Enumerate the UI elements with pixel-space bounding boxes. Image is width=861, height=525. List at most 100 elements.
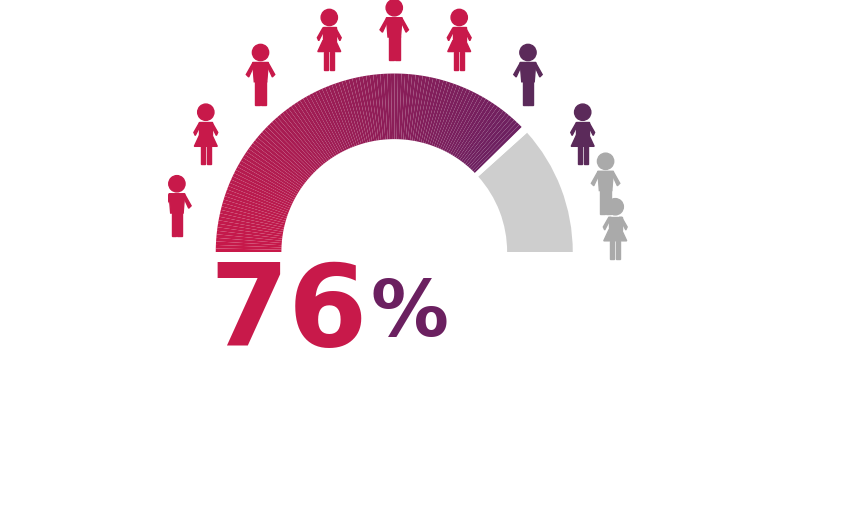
- Wedge shape: [440, 89, 469, 150]
- Wedge shape: [342, 80, 362, 144]
- Wedge shape: [451, 99, 488, 156]
- Wedge shape: [222, 200, 286, 221]
- Text: 76: 76: [209, 259, 368, 370]
- Wedge shape: [218, 220, 283, 234]
- Wedge shape: [232, 173, 293, 204]
- Wedge shape: [271, 120, 319, 170]
- Wedge shape: [282, 110, 325, 164]
- Wedge shape: [459, 107, 500, 161]
- Wedge shape: [427, 81, 449, 145]
- Wedge shape: [269, 122, 317, 171]
- Wedge shape: [446, 93, 479, 153]
- Wedge shape: [297, 100, 334, 158]
- Wedge shape: [442, 90, 473, 151]
- Wedge shape: [474, 127, 523, 175]
- Wedge shape: [226, 186, 289, 213]
- Bar: [207, 146, 211, 164]
- Wedge shape: [433, 85, 460, 147]
- Wedge shape: [300, 99, 336, 156]
- Wedge shape: [246, 149, 302, 188]
- Polygon shape: [318, 41, 340, 51]
- Wedge shape: [412, 76, 425, 141]
- Polygon shape: [194, 123, 201, 135]
- Wedge shape: [473, 125, 529, 178]
- Bar: [610, 241, 613, 259]
- Polygon shape: [586, 123, 594, 135]
- Wedge shape: [331, 83, 356, 146]
- Polygon shape: [618, 217, 627, 230]
- Wedge shape: [448, 95, 482, 154]
- Wedge shape: [303, 97, 338, 155]
- Wedge shape: [466, 115, 511, 167]
- Polygon shape: [169, 194, 184, 213]
- Circle shape: [597, 153, 613, 170]
- Circle shape: [450, 9, 467, 26]
- Bar: [599, 190, 604, 214]
- Bar: [577, 146, 581, 164]
- Wedge shape: [383, 74, 389, 139]
- Wedge shape: [277, 115, 321, 167]
- Wedge shape: [262, 130, 312, 176]
- Polygon shape: [246, 63, 255, 77]
- Polygon shape: [513, 63, 522, 77]
- Polygon shape: [576, 122, 588, 135]
- Wedge shape: [237, 164, 296, 198]
- Wedge shape: [407, 75, 418, 140]
- Wedge shape: [274, 117, 319, 169]
- Polygon shape: [597, 171, 613, 191]
- Polygon shape: [447, 28, 455, 41]
- Wedge shape: [245, 152, 300, 191]
- Bar: [460, 51, 464, 70]
- Polygon shape: [591, 172, 599, 186]
- Wedge shape: [469, 120, 517, 170]
- Wedge shape: [429, 82, 453, 145]
- Bar: [394, 36, 399, 60]
- Polygon shape: [603, 230, 626, 241]
- Wedge shape: [285, 108, 327, 163]
- Wedge shape: [294, 102, 332, 159]
- Wedge shape: [345, 79, 365, 143]
- Wedge shape: [267, 124, 315, 173]
- Polygon shape: [265, 63, 275, 77]
- Wedge shape: [220, 206, 285, 225]
- Wedge shape: [312, 92, 344, 152]
- Circle shape: [252, 44, 269, 61]
- Wedge shape: [414, 77, 430, 141]
- Wedge shape: [369, 75, 381, 140]
- Polygon shape: [380, 18, 388, 32]
- Wedge shape: [325, 86, 352, 148]
- Bar: [388, 36, 393, 60]
- Wedge shape: [356, 77, 372, 142]
- Wedge shape: [229, 180, 291, 208]
- Bar: [528, 80, 533, 104]
- Wedge shape: [396, 74, 401, 139]
- Wedge shape: [216, 238, 282, 245]
- Wedge shape: [220, 210, 284, 227]
- Wedge shape: [231, 176, 292, 206]
- Wedge shape: [431, 83, 456, 146]
- Wedge shape: [223, 196, 287, 219]
- Polygon shape: [610, 172, 619, 186]
- Polygon shape: [199, 122, 212, 135]
- Polygon shape: [209, 123, 218, 135]
- Wedge shape: [461, 109, 503, 163]
- Polygon shape: [317, 28, 325, 41]
- Circle shape: [519, 44, 536, 61]
- Bar: [522, 80, 527, 104]
- Wedge shape: [471, 122, 519, 172]
- Wedge shape: [221, 203, 285, 223]
- Bar: [177, 212, 182, 236]
- Wedge shape: [399, 74, 405, 139]
- Polygon shape: [194, 135, 217, 146]
- Bar: [616, 241, 620, 259]
- Wedge shape: [238, 161, 297, 196]
- Polygon shape: [603, 217, 610, 230]
- Wedge shape: [309, 93, 342, 153]
- Wedge shape: [376, 74, 385, 140]
- Wedge shape: [478, 133, 572, 252]
- Wedge shape: [352, 78, 369, 142]
- Wedge shape: [252, 140, 306, 183]
- Polygon shape: [519, 62, 536, 82]
- Wedge shape: [387, 74, 392, 139]
- Wedge shape: [400, 74, 408, 140]
